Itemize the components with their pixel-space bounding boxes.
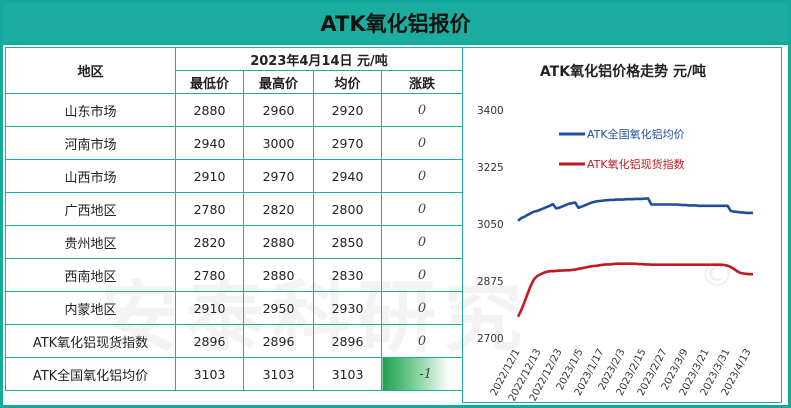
- price-avg: 2970: [313, 126, 382, 160]
- price-avg: 3103: [313, 357, 382, 391]
- price-low: 2940: [175, 126, 244, 160]
- price-low: 2910: [175, 291, 244, 325]
- price-high: 3000: [243, 126, 314, 160]
- price-change: 0: [381, 258, 463, 292]
- page-title: ATK氧化铝报价: [3, 3, 788, 45]
- table-row: 山西市场 2910 2970 2940 0: [5, 159, 463, 193]
- legend-label: ATK氧化铝现货指数: [587, 157, 685, 171]
- region-name: 西南地区: [5, 258, 176, 292]
- price-change: 0: [381, 93, 463, 127]
- y-tick-label: 2875: [477, 276, 504, 288]
- region-header: 地区: [5, 47, 176, 94]
- price-low: 2880: [175, 93, 244, 127]
- region-name: ATK全国氧化铝均价: [5, 357, 176, 391]
- price-low: 2910: [175, 159, 244, 193]
- price-avg: 2940: [313, 159, 382, 193]
- price-avg: 2800: [313, 192, 382, 226]
- region-name: 河南市场: [5, 126, 176, 160]
- price-low: 2780: [175, 192, 244, 226]
- price-low: 3103: [175, 357, 244, 391]
- price-avg: 2920: [313, 93, 382, 127]
- price-avg: 2930: [313, 291, 382, 325]
- table-row: ATK全国氧化铝均价 3103 3103 3103 -1: [5, 357, 463, 391]
- price-avg: 2850: [313, 225, 382, 259]
- price-high: 2970: [243, 159, 314, 193]
- table-row: 山东市场 2880 2960 2920 0: [5, 93, 463, 127]
- price-table: 地区 2023年4月14日 元/吨 最低价 最高价 均价 涨跌 山东市场 2880…: [5, 47, 463, 391]
- table-row: ATK氧化铝现货指数 2896 2896 2896 0: [5, 324, 463, 358]
- price-change: 0: [381, 159, 463, 193]
- price-change: 0: [381, 192, 463, 226]
- region-name: 内蒙地区: [5, 291, 176, 325]
- y-tick-label: 2700: [477, 333, 504, 345]
- region-name: ATK氧化铝现货指数: [5, 324, 176, 358]
- price-change: 0: [381, 291, 463, 325]
- y-tick-label: 3400: [477, 105, 504, 117]
- series-line: [516, 262, 753, 318]
- price-trend-chart: ATK氧化铝价格走势 元/吨 2700 2875 3050 3225 3400 2022/…: [462, 47, 782, 403]
- table-row: 广西地区 2780 2820 2800 0: [5, 192, 463, 226]
- y-tick-label: 3050: [477, 219, 504, 231]
- region-name: 山东市场: [5, 93, 176, 127]
- price-high: 2880: [243, 258, 314, 292]
- col-header-high: 最高价: [243, 70, 314, 94]
- region-name: 广西地区: [5, 192, 176, 226]
- price-low: 2820: [175, 225, 244, 259]
- price-change: -1: [381, 357, 463, 391]
- price-high: 3103: [243, 357, 314, 391]
- price-high: 2950: [243, 291, 314, 325]
- price-high: 2896: [243, 324, 314, 358]
- table-row: 西南地区 2780 2880 2830 0: [5, 258, 463, 292]
- price-high: 2880: [243, 225, 314, 259]
- table-row: 内蒙地区 2910 2950 2930 0: [5, 291, 463, 325]
- chart-title: ATK氧化铝价格走势 元/吨: [539, 64, 707, 80]
- price-change: 0: [381, 324, 463, 358]
- region-name: 贵州地区: [5, 225, 176, 259]
- y-tick-label: 3225: [477, 162, 504, 174]
- price-change: 0: [381, 225, 463, 259]
- price-avg: 2896: [313, 324, 382, 358]
- col-header-change: 涨跌: [381, 70, 463, 94]
- price-high: 2820: [243, 192, 314, 226]
- chart-canvas: 270028753050322534002022/12/12022/12/132…: [477, 105, 754, 403]
- price-low: 2896: [175, 324, 244, 358]
- series-line: [517, 197, 753, 222]
- table-row: 河南市场 2940 3000 2970 0: [5, 126, 463, 160]
- col-header-avg: 均价: [313, 70, 382, 94]
- price-avg: 2830: [313, 258, 382, 292]
- region-name: 山西市场: [5, 159, 176, 193]
- legend-label: ATK全国氧化铝均价: [587, 127, 685, 141]
- table-row: 贵州地区 2820 2880 2850 0: [5, 225, 463, 259]
- price-high: 2960: [243, 93, 314, 127]
- price-low: 2780: [175, 258, 244, 292]
- col-header-low: 最低价: [175, 70, 244, 94]
- date-header: 2023年4月14日 元/吨: [175, 47, 463, 71]
- price-change: 0: [381, 126, 463, 160]
